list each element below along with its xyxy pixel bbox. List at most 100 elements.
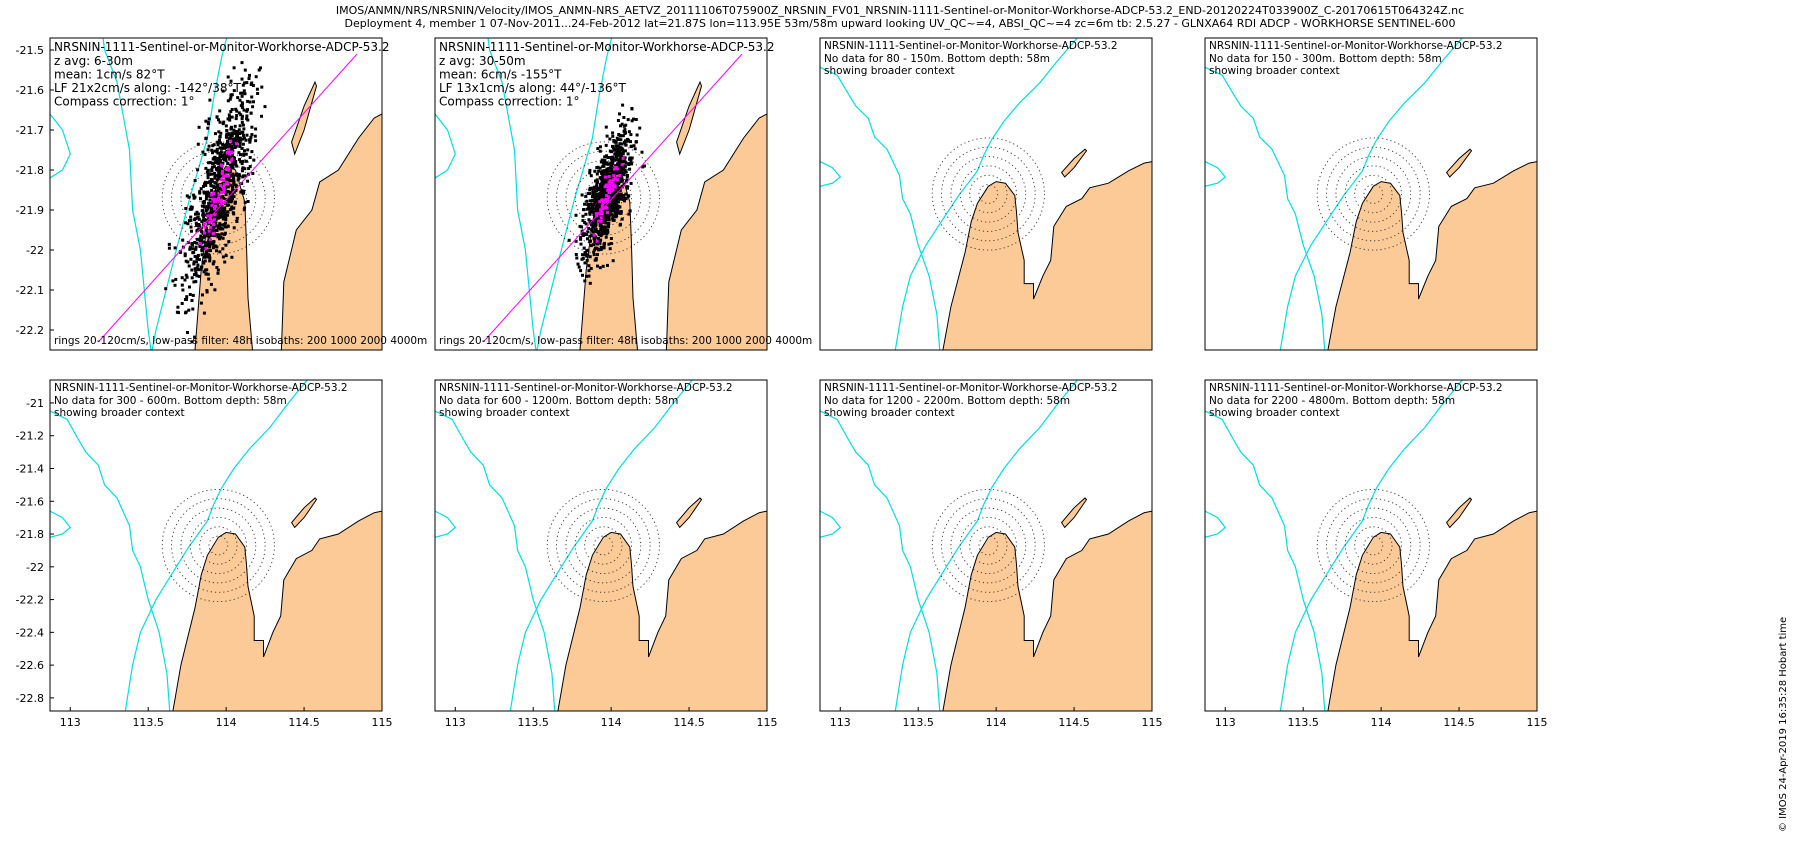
lowpass-point	[605, 185, 609, 189]
scatter-point	[219, 167, 223, 171]
scatter-point	[227, 137, 231, 140]
isobath-line-1	[102, 38, 152, 350]
scatter-point	[208, 172, 212, 176]
scatter-point	[603, 191, 607, 195]
copyright-footer: © IMOS 24-Apr-2019 16:35:28 Hobart time	[1778, 616, 1789, 832]
isobath-line-1	[1205, 66, 1326, 350]
lowpass-point	[212, 198, 216, 202]
x-tick-label: 113.5	[902, 716, 934, 729]
scatter-point	[194, 212, 197, 216]
lowpass-point	[220, 201, 223, 205]
speed-ring-40	[199, 178, 238, 218]
scatter-point	[577, 265, 581, 269]
scatter-point	[194, 267, 198, 271]
scatter-point	[250, 150, 254, 154]
scatter-point	[618, 159, 622, 163]
scatter-point	[205, 170, 209, 174]
scatter-point	[183, 254, 187, 258]
speed-ring-80	[950, 156, 1027, 232]
scatter-point	[615, 197, 619, 201]
scatter-point	[612, 148, 616, 152]
scatter-point	[197, 268, 200, 272]
scatter-point	[183, 252, 187, 256]
scatter-point	[611, 259, 615, 263]
scatter-point	[232, 195, 236, 199]
scatter-point	[248, 156, 252, 159]
scatter-point	[198, 258, 201, 262]
scatter-point	[593, 207, 597, 211]
scatter-point	[240, 77, 244, 81]
scatter-point	[230, 188, 234, 192]
scatter-point	[210, 169, 214, 173]
scatter-point	[603, 177, 607, 181]
scatter-point	[189, 257, 193, 261]
scatter-point	[241, 159, 245, 163]
scatter-point	[214, 221, 218, 225]
scatter-point	[238, 174, 242, 178]
scatter-point	[611, 192, 615, 196]
scatter-point	[235, 114, 239, 118]
coastline-land	[557, 510, 767, 711]
scatter-point	[210, 210, 214, 214]
scatter-point	[222, 197, 226, 200]
scatter-point	[207, 254, 211, 257]
scatter-point	[579, 235, 583, 239]
scatter-point	[173, 283, 177, 287]
scatter-point	[579, 269, 583, 273]
scatter-point	[591, 188, 595, 192]
scatter-point	[607, 208, 611, 212]
scatter-point	[234, 107, 238, 111]
scatter-point	[204, 183, 208, 187]
scatter-point	[215, 245, 219, 249]
scatter-point	[609, 157, 613, 161]
scatter-point	[191, 293, 195, 297]
scatter-point	[180, 302, 184, 305]
scatter-point	[612, 139, 616, 142]
lowpass-point	[227, 168, 231, 172]
lowpass-point	[208, 238, 212, 242]
panel-plot-area	[435, 38, 767, 350]
scatter-point	[618, 223, 622, 227]
scatter-point	[243, 92, 247, 96]
scatter-point	[250, 95, 254, 99]
scatter-point	[242, 153, 246, 157]
scatter-point	[178, 250, 182, 254]
scatter-point	[215, 147, 219, 151]
lowpass-point	[225, 167, 229, 171]
scatter-point	[601, 183, 604, 187]
scatter-point	[225, 129, 229, 133]
scatter-point	[236, 173, 240, 177]
scatter-point	[196, 212, 200, 216]
file-path-title: IMOS/ANMN/NRS/NRSNIN/Velocity/IMOS_ANMN-…	[335, 4, 1465, 17]
scatter-point	[204, 136, 208, 140]
scatter-point	[202, 235, 206, 239]
scatter-point	[618, 112, 621, 116]
axes-frame	[819, 379, 1153, 712]
scatter-point	[578, 224, 582, 228]
x-tick-label: 114.5	[1058, 716, 1090, 729]
scatter-point	[596, 147, 600, 151]
scatter-point	[610, 209, 614, 213]
scatter-point	[181, 288, 185, 292]
axes-frame	[819, 37, 1153, 351]
scatter-point	[616, 162, 620, 166]
scatter-point	[208, 243, 212, 246]
scatter-point	[224, 254, 228, 258]
scatter-point	[620, 142, 624, 146]
scatter-point	[193, 254, 197, 258]
panel-plot-area	[50, 380, 382, 711]
scatter-point	[593, 258, 597, 262]
scatter-point	[210, 242, 214, 246]
scatter-point	[602, 243, 606, 247]
scatter-point	[184, 221, 188, 225]
lowpass-point	[220, 190, 224, 194]
scatter-point	[235, 109, 239, 113]
scatter-point	[226, 162, 230, 165]
scatter-point	[208, 245, 212, 249]
scatter-point	[228, 133, 232, 137]
scatter-point	[201, 150, 205, 154]
scatter-point	[587, 274, 591, 278]
speed-ring-60	[959, 165, 1017, 223]
scatter-point	[608, 247, 612, 251]
speed-ring-80	[565, 160, 642, 236]
